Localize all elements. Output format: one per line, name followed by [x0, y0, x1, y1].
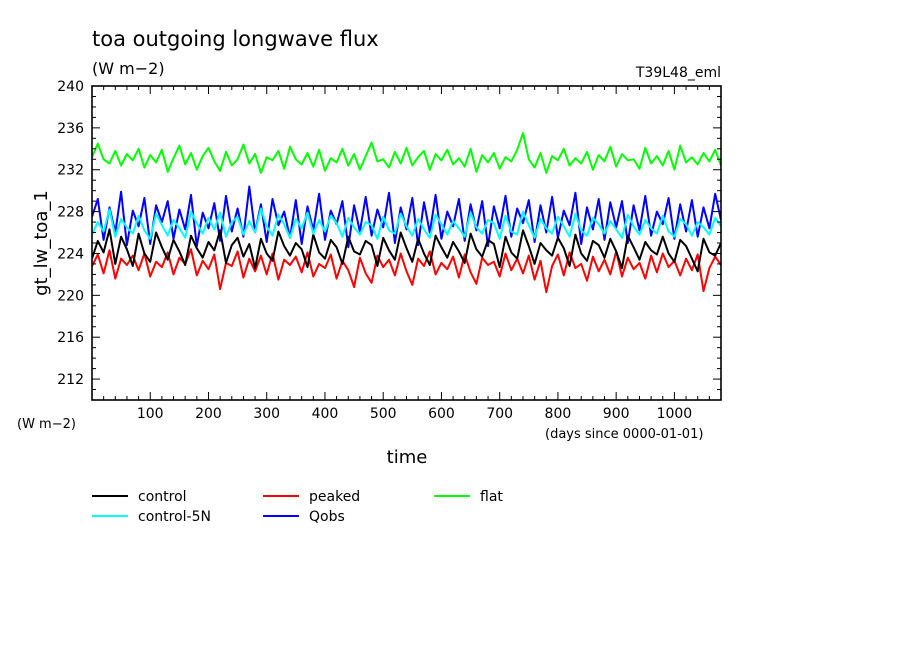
- x-tick-label: 500: [370, 406, 397, 422]
- y-tick-label: 240: [57, 79, 84, 95]
- series-layer: [92, 132, 721, 294]
- x-tick-label: 300: [253, 406, 280, 422]
- x-tick-label: 800: [545, 406, 572, 422]
- x-tick-label: 600: [428, 406, 455, 422]
- y-tick-label: 224: [57, 246, 84, 262]
- series-line-flat: [92, 132, 721, 174]
- run-tag: T39L48_eml: [635, 65, 721, 81]
- y-axis-label: gt_lw_toa_1: [31, 190, 52, 296]
- chart-title: toa outgoing longwave flux: [92, 27, 379, 51]
- x-tick-label: 400: [312, 406, 339, 422]
- x-tick-label: 100: [137, 406, 164, 422]
- chart-units: (W m−2): [92, 59, 165, 78]
- y-axis-units: (W m−2): [17, 417, 76, 432]
- x-tick-label: 900: [603, 406, 630, 422]
- series-line-control: [92, 228, 721, 273]
- y-tick-label: 236: [57, 121, 84, 137]
- legend-label-control-5n: control-5N: [138, 509, 211, 525]
- legend-label-peaked: peaked: [309, 489, 360, 505]
- legend-label-flat: flat: [480, 489, 503, 505]
- legend-label-control: control: [138, 489, 187, 505]
- legend: control peaked flat control-5N Qobs: [92, 489, 503, 525]
- y-tick-label: 228: [57, 205, 84, 221]
- legend-label-qobs: Qobs: [309, 509, 345, 525]
- series-line-control-5n: [92, 207, 721, 240]
- x-tick-label: 1000: [657, 406, 693, 422]
- y-tick-label: 220: [57, 288, 84, 304]
- y-tick-label: 212: [57, 372, 84, 388]
- y-tick-label: 216: [57, 330, 84, 346]
- tick-layer: 212 216 220 224 228 232 236 240 100 200 300 400 500 6…: [57, 79, 721, 422]
- x-axis-label: time: [387, 447, 428, 468]
- x-tick-label: 200: [195, 406, 222, 422]
- y-tick-label: 232: [57, 163, 84, 179]
- x-tick-label: 700: [486, 406, 513, 422]
- x-axis-units: (days since 0000-01-01): [545, 427, 703, 442]
